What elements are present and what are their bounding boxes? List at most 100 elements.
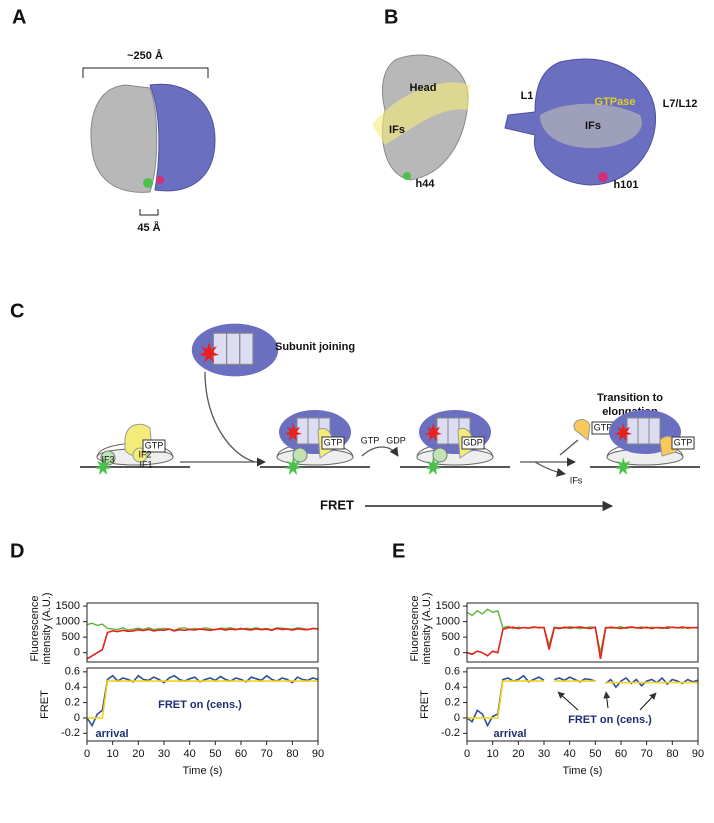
gtp-label: GTP — [674, 437, 693, 447]
y-tick-label: -0.2 — [441, 727, 460, 739]
panel-label: D — [10, 540, 24, 562]
structure-label: h44 — [416, 178, 436, 190]
y-tick-label: 0.2 — [445, 696, 460, 708]
elongation-factor — [520, 419, 615, 477]
arrow — [361, 446, 399, 457]
factor-label: IF2 — [138, 449, 151, 459]
stage-4 — [589, 409, 701, 468]
x-axis-label: Time (s) — [563, 765, 603, 777]
structure-label: Head — [410, 82, 437, 94]
y-tick-label: 0 — [454, 712, 460, 724]
x-tick-label: 0 — [464, 748, 470, 760]
y-tick-label: 0.6 — [65, 666, 80, 678]
x-tick-label: 50 — [209, 748, 221, 760]
panel-label: B — [384, 6, 398, 28]
x-tick-label: 10 — [487, 748, 499, 760]
ribosome-70s — [90, 83, 216, 193]
y-tick-label: 0.2 — [65, 696, 80, 708]
x-tick-label: 30 — [538, 748, 550, 760]
x-tick-label: 20 — [512, 748, 524, 760]
structure-label: L7/L12 — [663, 98, 698, 110]
annotation: FRET on (cens.) — [568, 714, 652, 726]
small-subunit — [372, 54, 470, 181]
x-tick-label: 30 — [158, 748, 170, 760]
trace — [466, 626, 699, 660]
x-tick-label: 0 — [84, 748, 90, 760]
gtp-label: GTP — [324, 437, 343, 447]
structure-label: GTPase — [595, 96, 636, 108]
stage-2 — [259, 409, 371, 468]
structure-label: L1 — [521, 90, 534, 102]
annotation: arrival — [95, 728, 128, 740]
y-tick-label: 0 — [454, 647, 460, 659]
scale-bar — [139, 209, 159, 216]
panel-label: E — [392, 540, 405, 562]
stage-1 — [79, 423, 191, 475]
y-axis-label: Fluorescence — [409, 595, 421, 661]
x-tick-label: 80 — [286, 748, 298, 760]
gtp-label: GTP — [594, 422, 613, 432]
x-tick-label: 20 — [132, 748, 144, 760]
large-subunit — [504, 58, 657, 186]
gdp-label: GDP — [463, 437, 483, 447]
annotation: arrival — [493, 728, 526, 740]
plot-frame — [86, 667, 319, 742]
y-axis-label: intensity (A.U.) — [421, 592, 433, 664]
x-tick-label: 90 — [312, 748, 324, 760]
y-tick-label: 1000 — [436, 616, 460, 628]
structure-label: h101 — [613, 179, 638, 191]
y-tick-label: 0 — [74, 712, 80, 724]
factor-label: IFs — [570, 475, 583, 485]
trace — [466, 608, 699, 653]
y-tick-label: 0.6 — [445, 666, 460, 678]
x-tick-label: 60 — [615, 748, 627, 760]
factor-label: IF1 — [139, 459, 152, 469]
x-tick-label: 80 — [666, 748, 678, 760]
structure-label: IFs — [585, 120, 601, 132]
factor-label: IF3 — [101, 454, 114, 464]
x-axis-label: Time (s) — [183, 765, 223, 777]
gtp-label: GTP — [145, 440, 164, 450]
y-tick-label: 500 — [62, 631, 80, 643]
x-tick-label: 50 — [589, 748, 601, 760]
y-tick-label: 500 — [442, 631, 460, 643]
x-tick-label: 90 — [692, 748, 704, 760]
scale-label: ~250 Å — [127, 49, 163, 62]
trace — [86, 627, 319, 660]
scale-bar — [82, 67, 209, 78]
x-tick-label: 10 — [107, 748, 119, 760]
y-tick-label: 0 — [74, 647, 80, 659]
x-tick-label: 40 — [184, 748, 196, 760]
gdp-label: GDP — [386, 435, 406, 445]
x-tick-label: 70 — [641, 748, 653, 760]
stage-3 — [399, 409, 511, 468]
annotation: FRET on (cens.) — [158, 699, 242, 711]
trace — [467, 680, 698, 719]
y-tick-label: 1000 — [56, 616, 80, 628]
y-axis-label: FRET — [39, 690, 51, 719]
y-tick-label: 0.4 — [65, 681, 80, 693]
gtp-label: GTP — [361, 435, 380, 445]
y-axis-label: intensity (A.U.) — [41, 592, 53, 664]
fret-label: FRET — [320, 497, 354, 512]
scale-label: 45 Å — [137, 221, 160, 234]
trace — [86, 622, 319, 632]
annotation-arrows — [557, 691, 657, 711]
plot-frame — [86, 602, 319, 663]
y-tick-label: 1500 — [436, 600, 460, 612]
fluorophores — [284, 423, 632, 475]
y-tick-label: 0.4 — [445, 681, 460, 693]
y-tick-label: -0.2 — [61, 727, 80, 739]
plot-frame — [466, 667, 699, 742]
step-label: Transition to — [597, 392, 663, 404]
plot-frame — [466, 602, 699, 663]
step-label: Subunit joining — [275, 341, 355, 353]
y-axis-label: Fluorescence — [29, 595, 41, 661]
y-tick-label: 1500 — [56, 600, 80, 612]
y-axis-label: FRET — [419, 690, 431, 719]
trace — [87, 680, 318, 719]
structure-label: IFs — [389, 124, 405, 136]
panel-label: C — [10, 300, 24, 322]
x-tick-label: 70 — [261, 748, 273, 760]
